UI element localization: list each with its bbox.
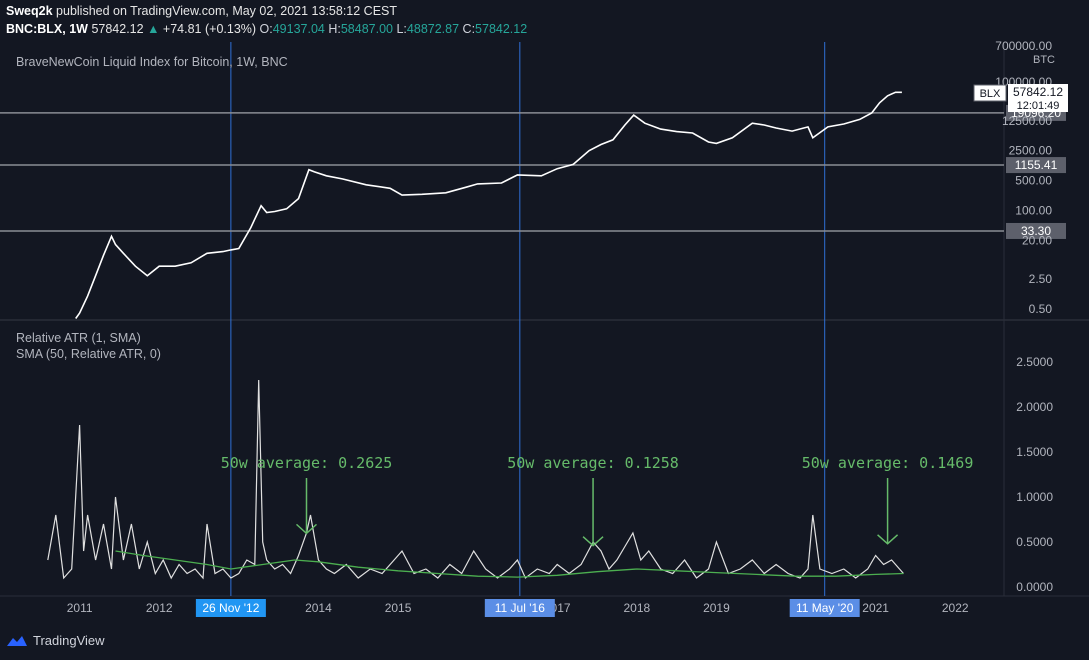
atr-pane[interactable] — [0, 322, 1089, 596]
time-tick-label: 2012 — [146, 601, 173, 615]
annotation-arrowhead-icon — [582, 536, 604, 547]
low-label: L: — [396, 22, 407, 36]
level-label-bg — [1006, 222, 1066, 239]
atr-tick-label: 2.5000 — [1016, 355, 1053, 369]
price-tick-label: 0.50 — [1029, 302, 1053, 316]
date-marker-text: 11 Jul '16 — [495, 601, 545, 615]
badge-countdown: 12:01:49 — [1017, 100, 1060, 112]
date-marker-text: 11 May '20 — [796, 601, 854, 615]
date-marker-label: 11 Jul '16 — [484, 599, 555, 617]
time-tick-label: 2022 — [942, 601, 969, 615]
badge-symbol: BLX — [980, 88, 1001, 100]
indicator-legend: SMA (50, Relative ATR, 0) — [16, 347, 161, 361]
level-label: 33.30 — [1006, 222, 1066, 239]
indicator-legend: Relative ATR (1, SMA) — [16, 331, 141, 345]
price-series-line — [75, 91, 902, 319]
publish-info: Sweq2k published on TradingView.com, May… — [6, 4, 397, 18]
badge-price: 57842.12 — [1013, 85, 1063, 99]
annotation: 50w average: 0.1258 — [507, 454, 679, 547]
price-tick-label: 2500.00 — [1009, 144, 1053, 158]
annotation: 50w average: 0.2625 — [221, 454, 393, 535]
close-label: C: — [462, 22, 476, 36]
annotation: 50w average: 0.1469 — [802, 454, 974, 545]
close-value: 57842.12 — [475, 22, 528, 36]
high-value: 58487.00 — [340, 22, 393, 36]
footer: TradingView — [6, 633, 105, 648]
currency-label: BTC — [1033, 54, 1055, 66]
time-tick-label: 2021 — [862, 601, 889, 615]
high-label: H: — [328, 22, 341, 36]
date-marker-text: 26 Nov '12 — [202, 601, 259, 615]
tradingview-logo-icon — [7, 635, 27, 646]
badge-price-bg — [1008, 84, 1068, 112]
date-marker-bg — [195, 599, 266, 617]
annotation-arrowhead-icon — [877, 534, 899, 545]
annotation-text: 50w average: 0.1258 — [507, 454, 679, 472]
date-marker-bg — [789, 599, 860, 617]
date-marker-bg — [484, 599, 555, 617]
annotation-text: 50w average: 0.1469 — [802, 454, 974, 472]
annotation-arrowhead-icon — [295, 523, 318, 535]
price-tick-label: 700000.00 — [995, 39, 1052, 53]
atr-tick-label: 2.0000 — [1016, 400, 1053, 414]
date-marker-label: 26 Nov '12 — [195, 599, 266, 617]
low-value: 48872.87 — [406, 22, 460, 36]
price-change: +74.81 (+0.13%) — [162, 22, 257, 36]
time-tick-label: 2014 — [305, 601, 332, 615]
ohlc-line: BNC:BLX, 1W 57842.12 ▲ +74.81 (+0.13%) O… — [6, 22, 527, 36]
open-value: 49137.04 — [272, 22, 325, 36]
time-tick-label: 2018 — [623, 601, 650, 615]
up-arrow-icon: ▲ — [147, 22, 160, 36]
level-label-bg — [1006, 157, 1066, 174]
badge-symbol-bg — [973, 84, 1007, 102]
price-tick-label: 20.00 — [1022, 233, 1052, 247]
price-pane[interactable] — [0, 42, 1089, 318]
price-pane-title: BraveNewCoin Liquid Index for Bitcoin, 1… — [16, 55, 288, 69]
date-marker-label: 11 May '20 — [789, 599, 860, 617]
footer-brand[interactable]: TradingView — [33, 633, 105, 648]
open-label: O: — [259, 22, 273, 36]
time-tick-label: 2019 — [703, 601, 730, 615]
level-label-text: 1155.41 — [1015, 158, 1058, 172]
annotation-text: 50w average: 0.2625 — [221, 454, 393, 472]
atr-tick-label: 1.5000 — [1016, 445, 1053, 459]
time-tick-label: 2011 — [67, 601, 93, 615]
price-tick-label: 100.00 — [1015, 204, 1052, 218]
price-tick-label: 2.50 — [1029, 272, 1053, 286]
atr-tick-label: 0.5000 — [1016, 535, 1053, 549]
level-label: 1155.41 — [1006, 157, 1066, 174]
price-tick-label: 12500.00 — [1002, 114, 1052, 128]
publish-text: published on TradingView.com, May 02, 20… — [56, 4, 398, 18]
atr-tick-label: 1.0000 — [1016, 490, 1053, 504]
sma-line — [115, 550, 904, 578]
time-tick-label: 2015 — [385, 601, 412, 615]
publisher-name[interactable]: Sweq2k — [6, 4, 53, 18]
relative-atr-line — [47, 379, 904, 580]
price-tick-label: 500.00 — [1015, 174, 1052, 188]
level-label-text: 33.30 — [1021, 224, 1051, 238]
last-price: 57842.12 — [91, 22, 144, 36]
symbol-interval[interactable]: BNC:BLX, 1W — [6, 22, 88, 36]
atr-tick-label: 0.0000 — [1016, 580, 1053, 594]
